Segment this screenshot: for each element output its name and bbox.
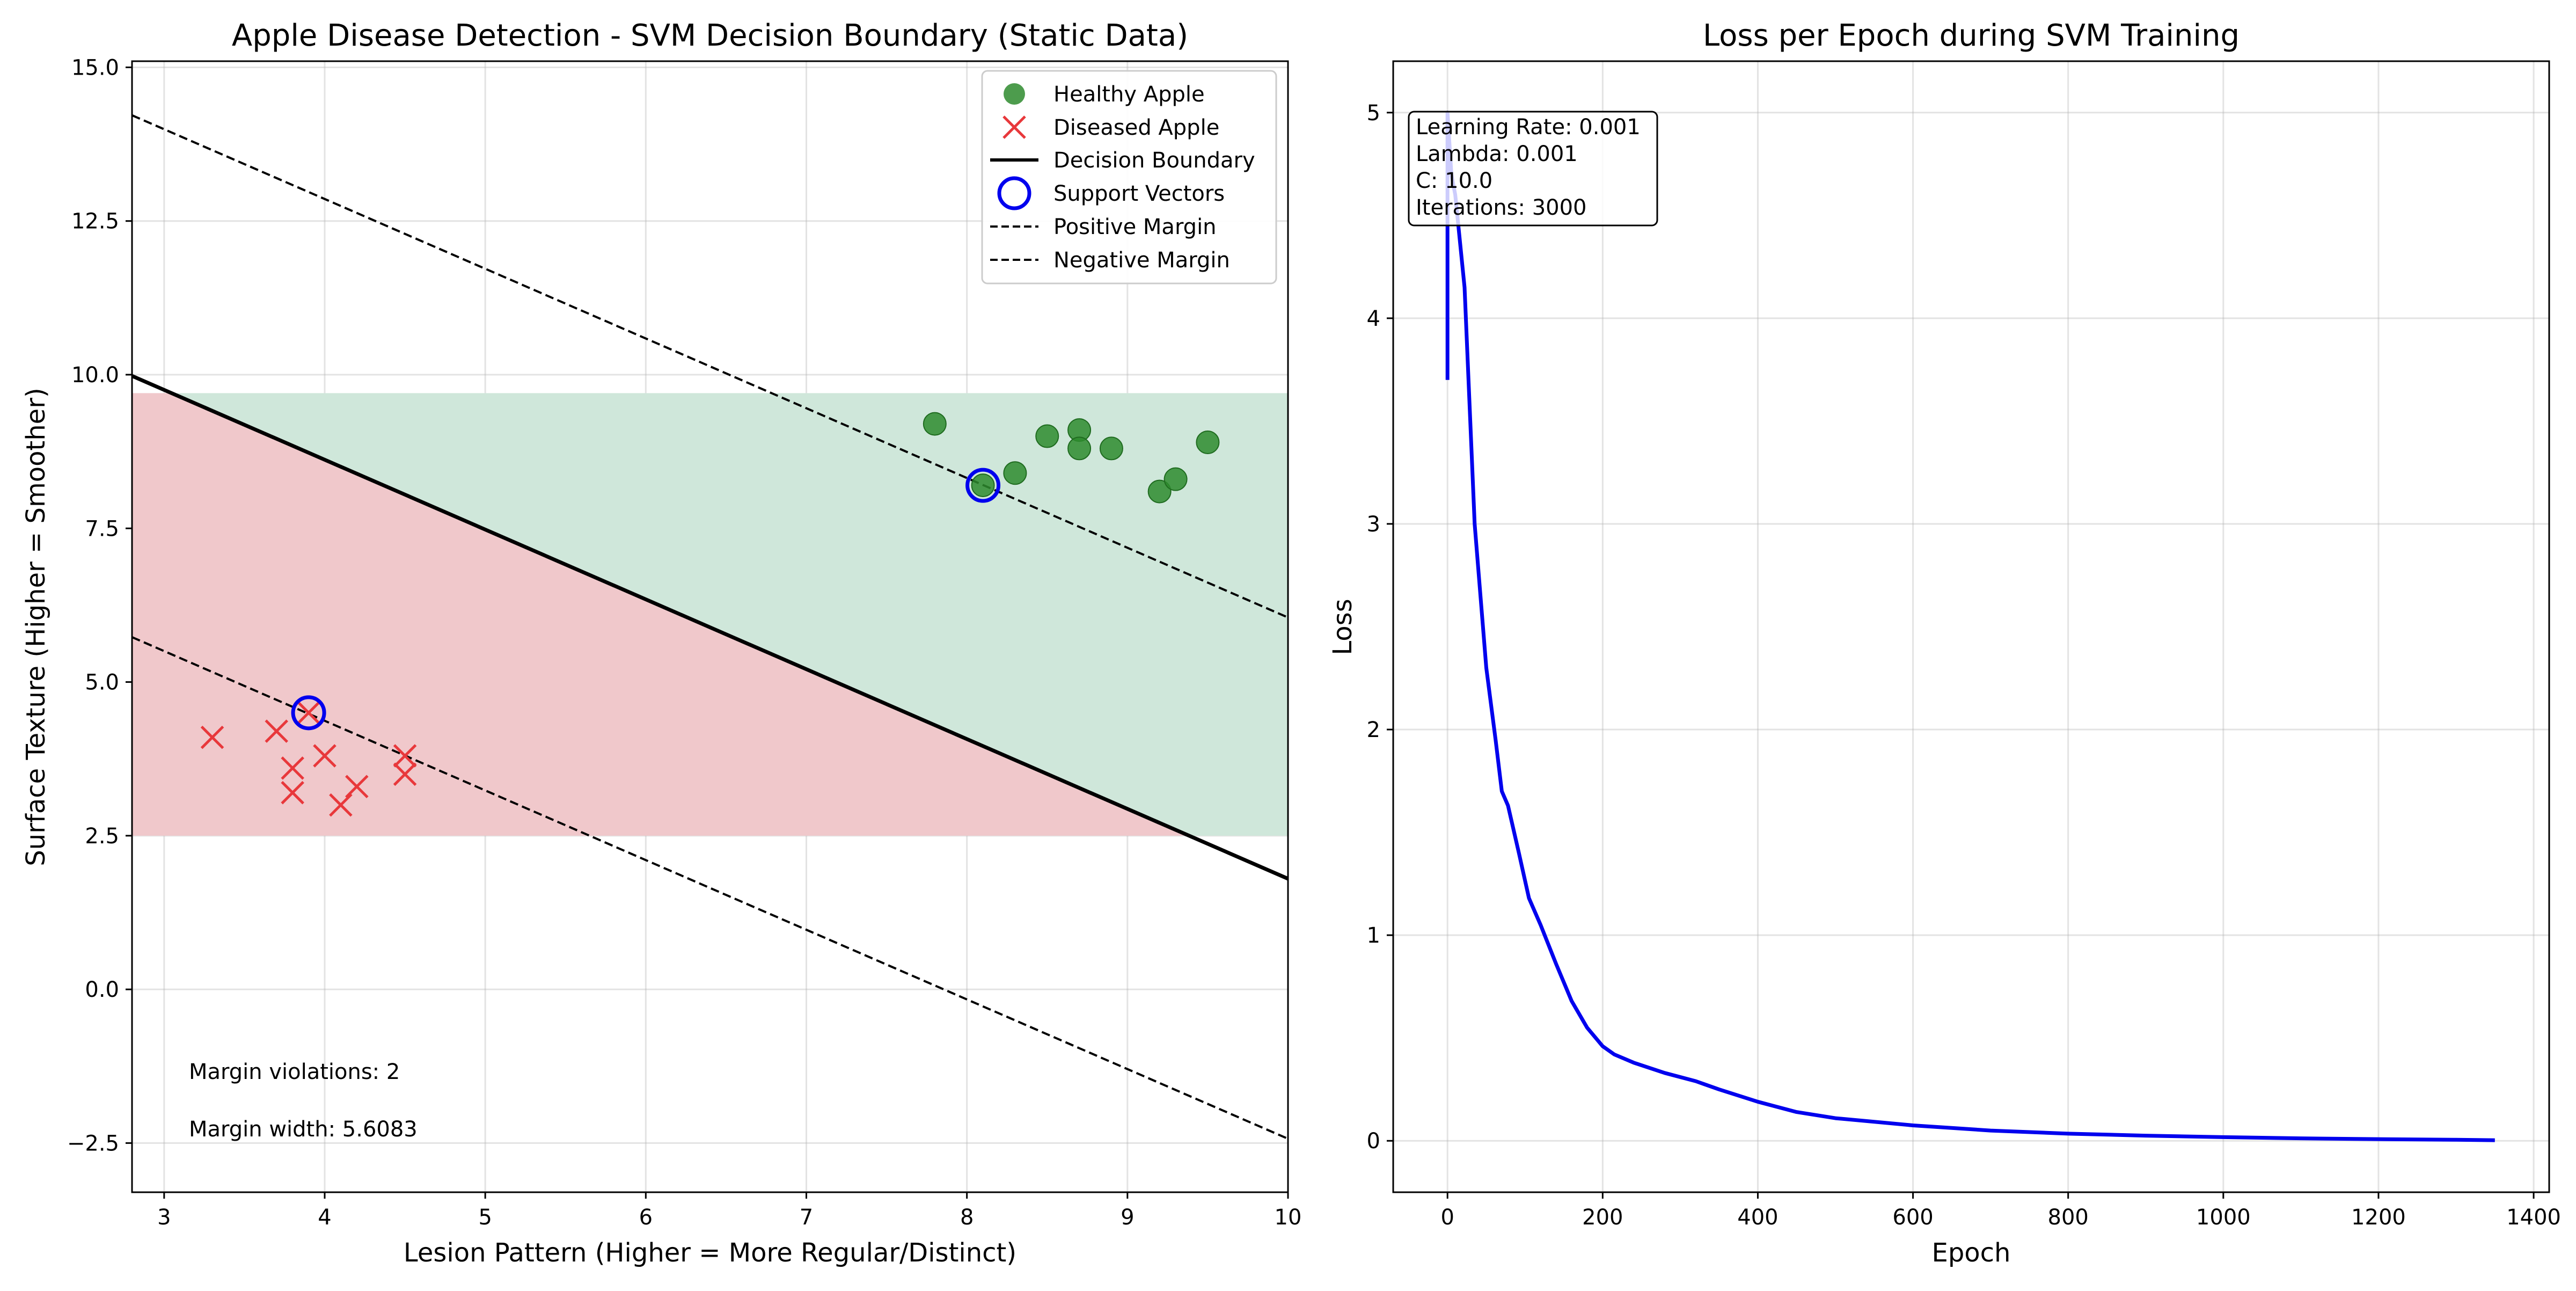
x-tick-label: 1200: [2351, 1205, 2406, 1230]
plot-frame: [1392, 60, 2550, 1193]
healthy-apple-point: [923, 412, 947, 436]
x-axis-label: Epoch: [1932, 1238, 2011, 1268]
boundary-lines: [132, 114, 1288, 1140]
diseased-region: [132, 393, 1189, 836]
legend-label-positive-margin: Positive Margin: [1053, 215, 1217, 239]
y-tick-label: 5: [1367, 101, 1380, 126]
y-tick-label: 12.5: [71, 209, 119, 234]
loss-series: [1445, 111, 2495, 1142]
decision-boundary-line: [132, 374, 1288, 881]
x-tick-label: 3: [157, 1205, 171, 1230]
x-tick-label: 400: [1737, 1205, 1778, 1230]
diseased-apple-point: [313, 744, 336, 768]
x-tick-label: 200: [1582, 1205, 1623, 1230]
y-axis-label: Loss: [1328, 599, 1358, 655]
diseased-apple-point: [393, 762, 417, 786]
x-tick-label: 1400: [2506, 1205, 2561, 1230]
x-tick-label: 9: [1121, 1205, 1134, 1230]
x-tick-label: 10: [1275, 1205, 1302, 1230]
loss-curve: [1445, 111, 2495, 1142]
legend-label-diseased: Diseased Apple: [1053, 115, 1219, 140]
class-regions: [132, 393, 1288, 836]
y-tick-label: 10.0: [71, 363, 119, 388]
diseased-apple-point: [393, 744, 417, 768]
diseased-apple-point: [265, 719, 289, 743]
healthy-apple-point: [1035, 424, 1059, 448]
svm-boundary-chart: Apple Disease Detection - SVM Decision B…: [21, 18, 1301, 1268]
x-tick-label: 600: [1892, 1205, 1933, 1230]
grid: [1393, 61, 2549, 1192]
y-tick-label: 15.0: [71, 55, 119, 80]
healthy-apple-point: [1196, 430, 1220, 454]
param-iterations: Iterations: 3000: [1416, 195, 1587, 220]
y-tick-label: 5.0: [85, 670, 119, 695]
x-tick-label: 6: [639, 1205, 653, 1230]
param-lambda: Lambda: 0.001: [1416, 142, 1578, 166]
y-tick-label: −2.5: [67, 1131, 119, 1156]
support-vector-marker: [291, 695, 326, 731]
y-tick-label: 1: [1367, 923, 1380, 948]
negative-margin-line: [132, 636, 1288, 1140]
loss-chart: Loss per Epoch during SVM Training 0 200 4…: [1328, 18, 2561, 1268]
legend-support-vector-marker: [997, 176, 1031, 210]
x-tick-label: 1000: [2196, 1205, 2251, 1230]
healthy-apple-point: [971, 473, 995, 498]
y-tick-label: 0: [1367, 1129, 1380, 1154]
x-tick-label: 4: [318, 1205, 331, 1230]
params-box-frame: [1408, 111, 1658, 227]
diseased-apple-point: [281, 756, 304, 780]
x-tick-label: 5: [478, 1205, 492, 1230]
chart-title: Loss per Epoch during SVM Training: [1703, 18, 2240, 53]
plot-frame: [131, 60, 1289, 1193]
healthy-apple-point: [1147, 479, 1172, 504]
y-axis-label: Surface Texture (Higher = Smoother): [21, 388, 51, 866]
margin-width-annotation: Margin width: 5.6083: [189, 1117, 418, 1142]
legend-label-boundary: Decision Boundary: [1053, 148, 1255, 173]
axis-ticks: 3 4 5 6 7 8 9 10 −2.5 0.0 2.5 5.0 7.5 10.0 12.5 15.0: [67, 55, 1302, 1230]
data-points: [200, 412, 1220, 817]
y-tick-label: 3: [1367, 512, 1380, 537]
y-tick-label: 7.5: [85, 516, 119, 541]
healthy-apple-point: [1163, 467, 1188, 491]
y-tick-label: 4: [1367, 307, 1380, 331]
diseased-apple-point: [281, 781, 304, 805]
param-learning-rate: Learning Rate: 0.001: [1416, 115, 1641, 140]
diseased-apple-point: [200, 725, 224, 749]
chart-title: Apple Disease Detection - SVM Decision B…: [232, 18, 1188, 53]
legend-diseased-marker: [1002, 115, 1026, 139]
margin-violations-annotation: Margin violations: 2: [189, 1060, 400, 1084]
y-tick-label: 2: [1367, 718, 1380, 742]
legend-label-negative-margin: Negative Margin: [1053, 248, 1230, 273]
legend: Healthy Apple Diseased Apple Decision Bo…: [981, 70, 1277, 285]
x-tick-label: 800: [2048, 1205, 2089, 1230]
legend-healthy-marker: [1004, 83, 1025, 105]
y-tick-label: 2.5: [85, 824, 119, 849]
healthy-region: [171, 393, 1288, 836]
axis-ticks: 0 200 400 600 800 1000 1200 1400 0 1 2 3 4 5: [1367, 101, 2561, 1230]
x-tick-label: 7: [800, 1205, 813, 1230]
x-tick-label: 0: [1440, 1205, 1454, 1230]
diseased-apple-point: [297, 701, 320, 725]
diseased-apple-point: [345, 775, 369, 798]
param-c: C: 10.0: [1416, 169, 1492, 193]
positive-margin-line: [132, 114, 1288, 619]
legend-label-healthy: Healthy Apple: [1053, 82, 1205, 107]
legend-box: [981, 70, 1277, 285]
healthy-apple-point: [1099, 436, 1123, 461]
x-axis-label: Lesion Pattern (Higher = More Regular/Di…: [404, 1238, 1016, 1268]
x-tick-label: 8: [960, 1205, 974, 1230]
healthy-apple-point: [1003, 461, 1027, 485]
training-params-box: Learning Rate: 0.001 Lambda: 0.001 C: 10…: [1408, 111, 1658, 227]
healthy-apple-point: [1067, 436, 1092, 461]
y-tick-label: 0.0: [85, 978, 119, 1002]
support-vector-marker: [965, 468, 1001, 503]
legend-label-support-vectors: Support Vectors: [1053, 181, 1225, 206]
diseased-apple-point: [329, 793, 353, 817]
